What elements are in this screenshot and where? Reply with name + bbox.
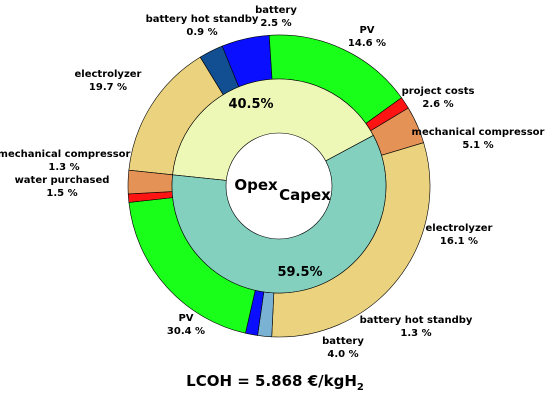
- outer-label-mechanical-compressor-8-name: mechanical compressor: [0, 149, 131, 160]
- outer-label-mechanical-compressor-2-pct: 5.1 %: [462, 140, 493, 151]
- lcoh-text: LCOH = 5.868 €/kgH: [186, 372, 357, 390]
- outer-label-electrolyzer-3-pct: 16.1 %: [440, 236, 478, 247]
- outer-label-battery-11-pct: 2.5 %: [260, 18, 291, 29]
- outer-label-water-purchased-7-name: water purchased: [15, 175, 110, 186]
- outer-label-battery-5-name: battery: [322, 336, 364, 347]
- outer-label-pv-0-name: PV: [359, 25, 374, 36]
- lcoh-caption: LCOH = 5.868 €/kgH2: [0, 372, 550, 393]
- center-label-capex: Capex: [279, 186, 331, 204]
- outer-label-pv-6-name: PV: [178, 313, 193, 324]
- outer-label-battery-hot-standby-10-pct: 0.9 %: [186, 27, 217, 38]
- outer-label-mechanical-compressor-8-pct: 1.3 %: [48, 162, 79, 173]
- lcoh-subscript: 2: [356, 382, 364, 393]
- outer-label-battery-hot-standby-4-pct: 1.3 %: [400, 328, 431, 339]
- outer-label-electrolyzer-3-name: electrolyzer: [426, 223, 493, 234]
- outer-label-battery-5-pct: 4.0 %: [327, 349, 358, 360]
- outer-label-project-costs-1-pct: 2.6 %: [422, 99, 453, 110]
- lcoh-donut-chart: PV 14.6 % project costs 2.6 % mechanical com…: [0, 5, 545, 360]
- inner-label-opex-pct: 40.5%: [228, 97, 273, 112]
- donut-hole: [225, 132, 333, 240]
- outer-label-mechanical-compressor-2-name: mechanical compressor: [412, 127, 545, 138]
- outer-label-electrolyzer-9-pct: 19.7 %: [89, 82, 127, 93]
- outer-label-water-purchased-7-pct: 1.5 %: [46, 188, 77, 199]
- center-label-opex: Opex: [234, 176, 278, 194]
- outer-label-electrolyzer-9-name: electrolyzer: [75, 69, 142, 80]
- inner-label-capex-pct: 59.5%: [277, 265, 322, 280]
- outer-label-project-costs-1-name: project costs: [402, 86, 475, 97]
- outer-label-pv-0-pct: 14.6 %: [348, 38, 386, 49]
- outer-label-battery-11-name: battery: [255, 5, 297, 16]
- outer-label-battery-hot-standby-10-name: battery hot standby: [146, 14, 259, 25]
- outer-label-battery-hot-standby-4-name: battery hot standby: [360, 315, 473, 326]
- outer-label-pv-6-pct: 30.4 %: [167, 326, 205, 337]
